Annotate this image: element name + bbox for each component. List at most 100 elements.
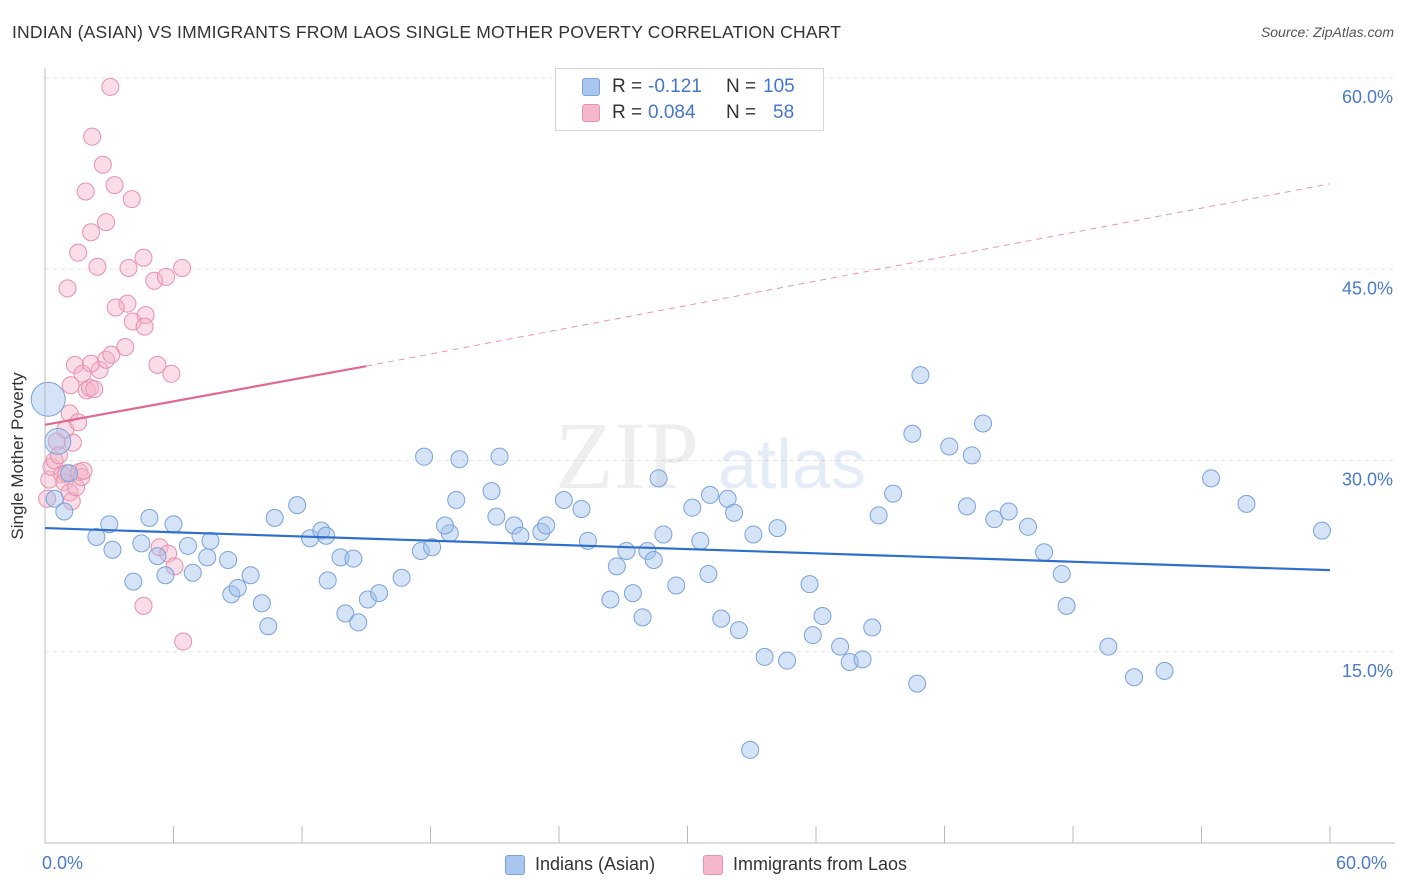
data-point-indians [1099,637,1118,656]
data-point-indians [411,542,430,561]
data-point-indians [349,613,368,632]
data-point-indians [532,522,551,541]
data-point-indians [45,489,64,508]
data-point-indians [853,650,872,669]
trend-line-laos [44,365,367,426]
chart-title: INDIAN (ASIAN) VS IMMIGRANTS FROM LAOS S… [12,22,842,42]
x-tick-label-min: 0.0% [42,853,84,873]
data-point-indians [725,503,744,522]
data-point-laos [102,345,121,364]
data-point-indians [962,446,981,465]
data-point-laos [157,267,176,286]
data-point-laos [105,176,124,195]
data-point-indians [649,469,668,488]
watermark: ZIP atlas [555,402,866,509]
data-point-laos [162,364,181,383]
r-label: R = [612,102,643,123]
data-point-indians [940,437,959,456]
data-point-indians [755,647,774,666]
y-tick-labels: 15.0% 30.0% 45.0% 60.0% [1342,87,1393,681]
data-point-indians [511,526,530,545]
data-point-indians [800,575,819,594]
data-point-indians [700,485,719,504]
data-point-indians [132,534,151,553]
data-point-indians [572,499,591,518]
data-point-indians [617,542,636,561]
data-point-laos [148,355,167,374]
data-point-indians [228,579,247,597]
data-point-indians [831,637,850,656]
data-point-indians [623,584,642,603]
y-tick-label: 15.0% [1342,661,1393,681]
legend-swatch-indians [505,855,525,875]
source-label: Source: ZipAtlas.com [1260,24,1394,40]
data-point-indians [903,424,922,443]
data-point-indians [358,590,377,609]
data-point-laos [82,354,101,373]
data-point-indians [683,498,702,517]
data-point-laos [69,243,88,262]
data-point-laos [58,279,77,298]
data-point-laos [122,190,141,209]
data-point-indians [487,507,506,526]
data-point-laos [106,298,125,317]
data-point-indians [124,572,143,591]
data-point-indians [1237,494,1256,513]
data-point-indians [312,521,331,540]
data-point-indians [607,557,626,576]
data-point-laos [119,258,138,277]
data-point-laos [77,381,96,400]
data-point-indians [1202,469,1221,488]
data-point-indians [601,590,620,609]
data-point-laos [74,461,93,480]
data-point-indians [156,566,175,585]
data-point-indians [667,576,686,595]
data-point-indians [908,674,927,693]
n-label: N = [726,102,757,123]
data-point-indians [178,536,197,555]
data-point-indians [985,510,1004,529]
data-point-laos [134,596,153,615]
data-point-indians [140,508,159,527]
data-point-indians [633,608,652,627]
data-point-indians [1155,661,1174,680]
data-point-indians [729,621,748,640]
data-point-indians [974,414,993,433]
series-laos-points [38,77,193,651]
correlation-legend: R = -0.121 N = 105 R = 0.084 N = 58 [555,68,824,131]
data-point-laos [174,632,193,651]
data-point-laos [69,413,88,432]
data-point-indians [265,508,284,527]
data-point-indians [55,502,74,521]
data-point-laos [173,258,192,277]
y-tick-label: 45.0% [1342,278,1393,298]
data-point-laos [116,338,135,357]
watermark-zip: ZIP [555,402,699,509]
legend-label-laos: Immigrants from Laos [733,854,908,874]
data-point-indians [435,516,454,535]
x-tick-label-max: 60.0% [1336,853,1388,873]
r-label: R = [612,76,643,97]
legend-swatch-laos [703,855,723,875]
data-point-indians [768,519,787,538]
data-point-indians [957,497,976,516]
r-value: -0.121 [648,76,702,97]
data-point-indians [884,484,903,503]
data-point-indians [201,531,220,550]
data-point-indians [741,740,760,759]
r-value: 0.084 [648,102,696,123]
data-point-indians [654,525,673,544]
data-point-laos [38,489,57,508]
y-tick-label: 30.0% [1342,470,1393,490]
trend-line-laos [366,183,1331,367]
y-axis-label: Single Mother Poverty [8,372,27,540]
data-point-laos [82,223,101,242]
data-point-laos [83,127,102,146]
data-point-indians [252,594,271,613]
data-point-laos [118,294,137,313]
data-point-indians [423,538,442,557]
data-point-laos [134,248,153,267]
data-point-indians [554,491,573,510]
data-point-indians [288,496,307,515]
data-point-indians [778,651,797,670]
